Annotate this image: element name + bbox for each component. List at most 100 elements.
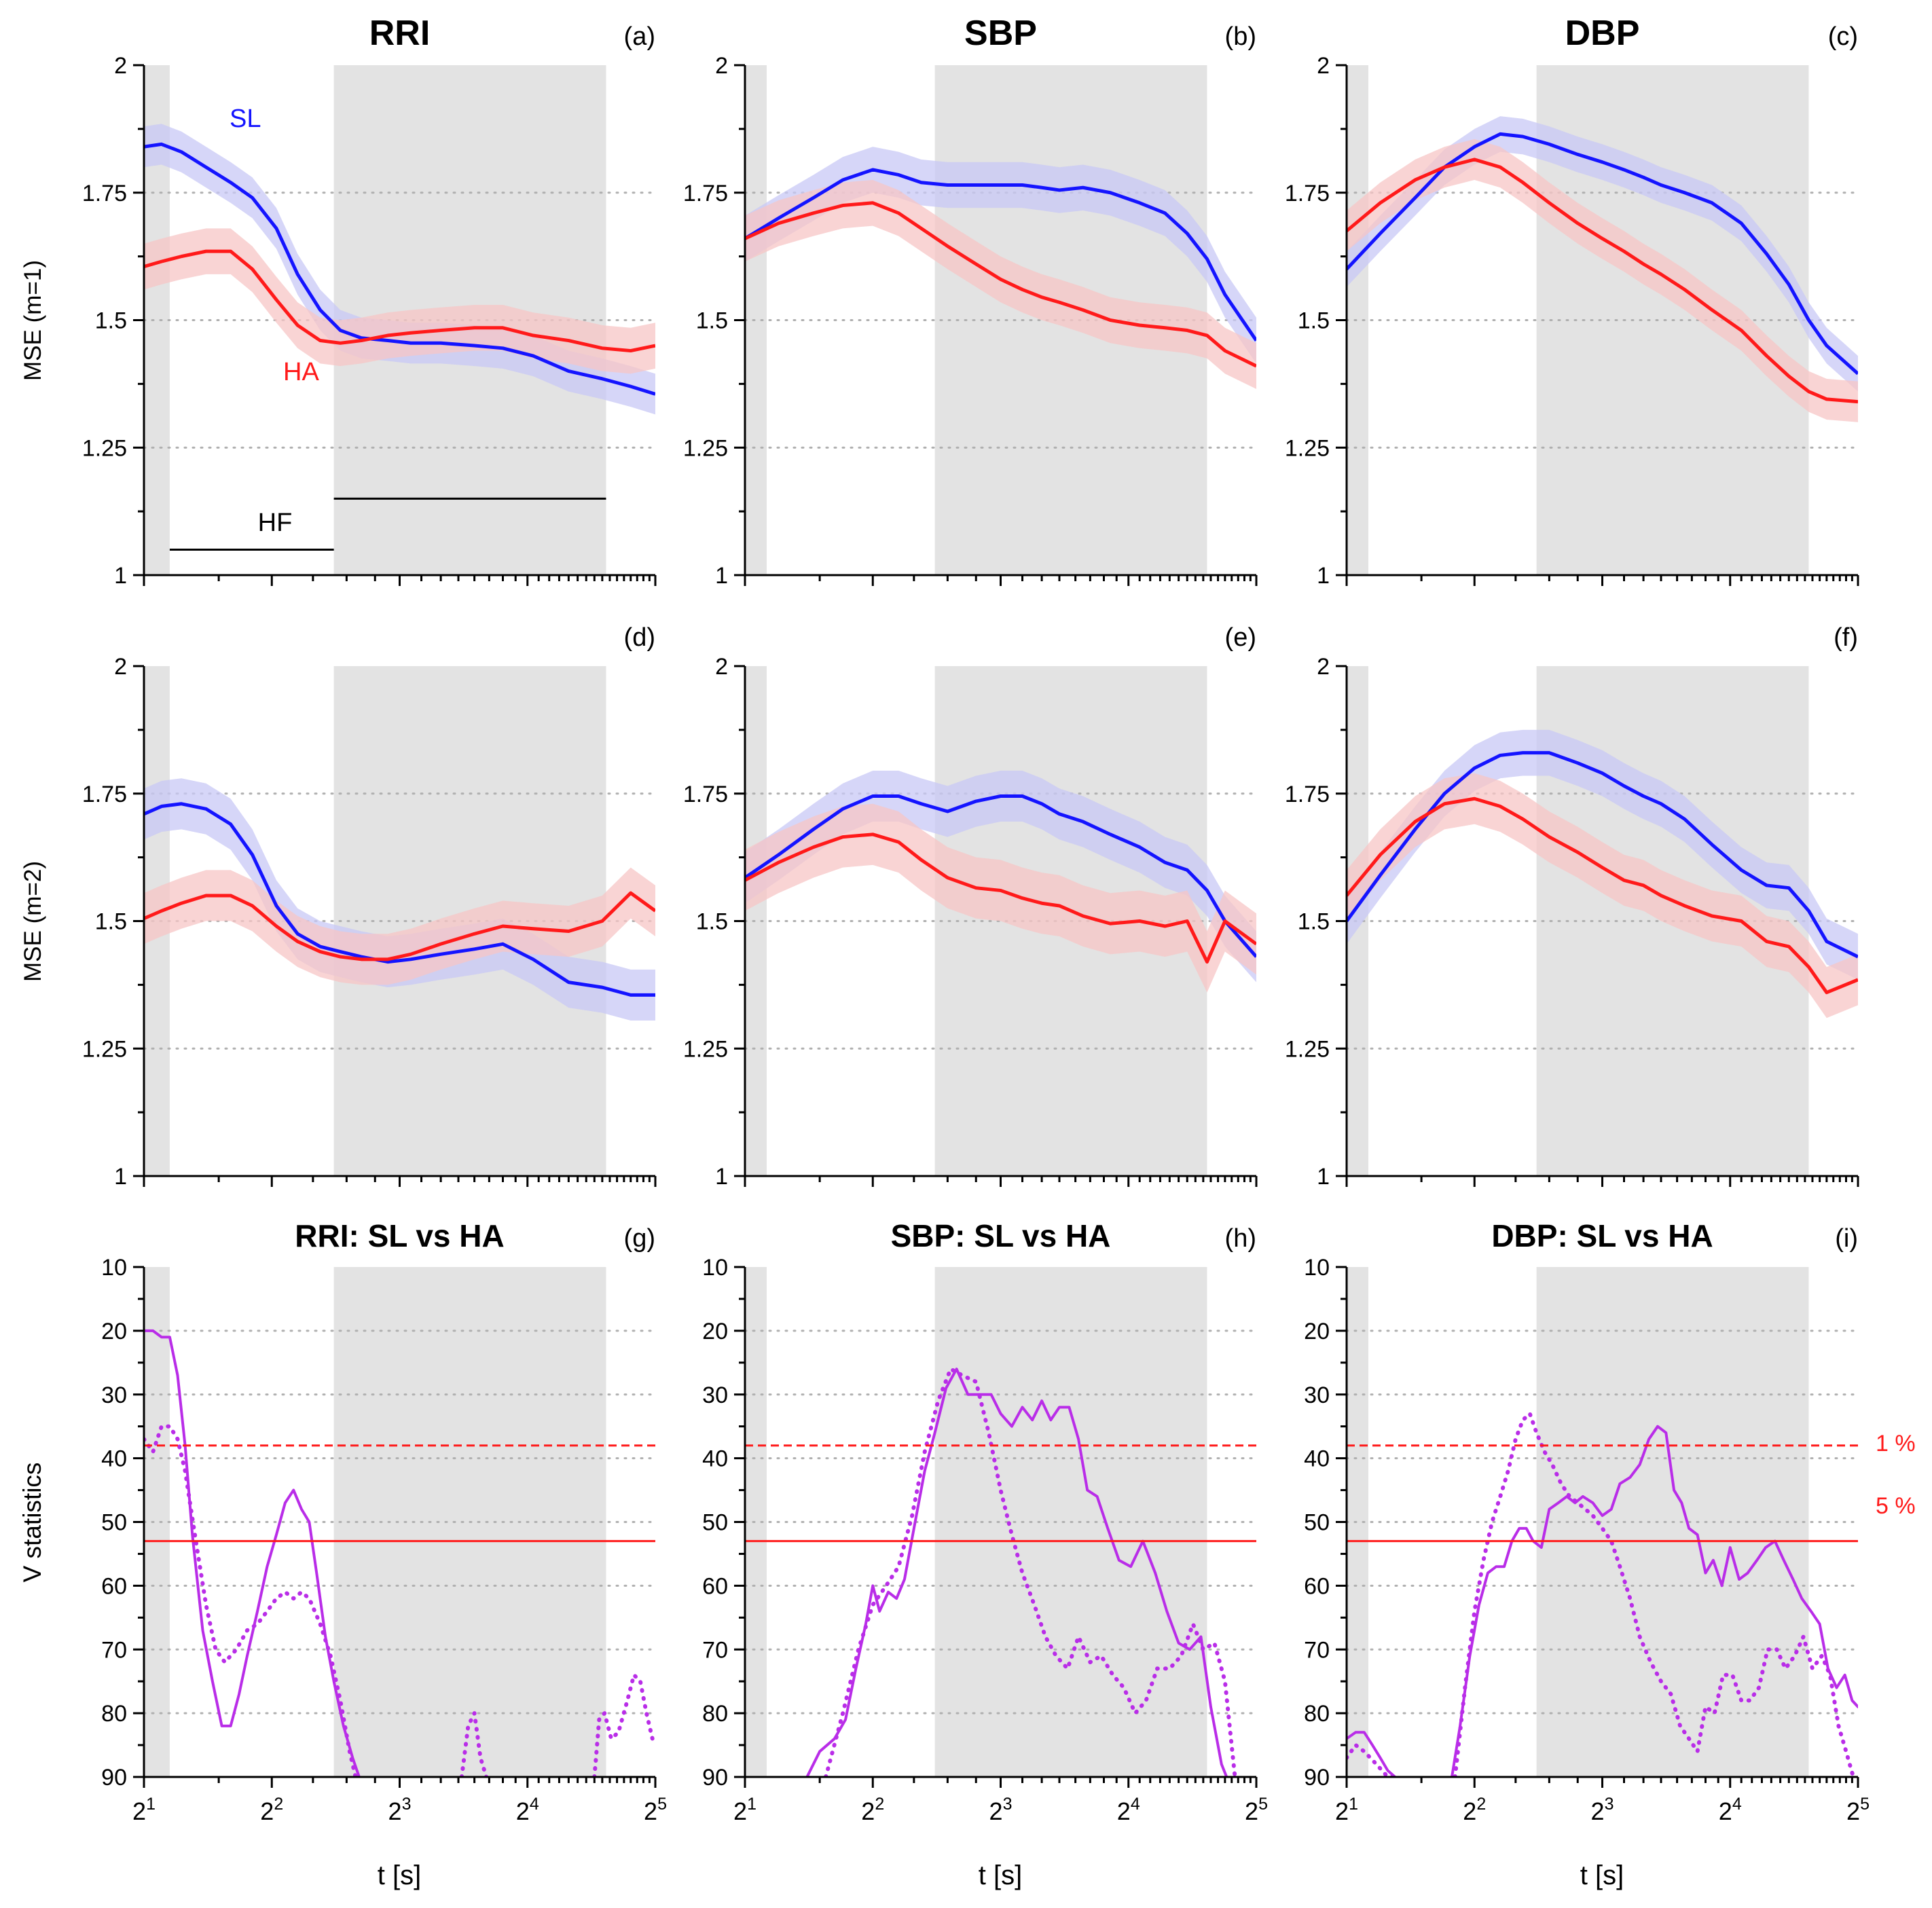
panel-tag-e: (e) <box>1225 623 1256 652</box>
panel-a: 1 1.25 1.5 1.75 2 RRI (a) <box>82 14 657 589</box>
y-tick-label-f-1: 1 <box>1317 1164 1330 1190</box>
y-tick-label-g-10: 10 <box>101 1255 127 1281</box>
shaded-region-g-0 <box>144 1267 170 1777</box>
ylabel-top: MSE (m=1) <box>20 260 46 381</box>
panel-d: 1 1.25 1.5 1.75 2 (d) <box>82 623 657 1190</box>
y-tick-label-c-1.75: 1.75 <box>1285 181 1330 206</box>
annotation-sl: SL <box>230 105 261 133</box>
confidence-band-ha-e <box>745 803 1256 993</box>
y-tick-label-b-1.25: 1.25 <box>683 435 728 461</box>
y-tick-label-i-30: 30 <box>1304 1382 1330 1408</box>
confidence-band-ha-b <box>745 179 1256 389</box>
y-tick-label-d-1.5: 1.5 <box>95 909 127 935</box>
line-ha-a <box>144 249 655 353</box>
y-tick-label-b-1: 1 <box>715 563 728 589</box>
confidence-band-sl-d <box>144 778 655 1021</box>
plot-area-e <box>745 770 1256 993</box>
line-sl-f <box>1347 751 1858 959</box>
x-tick-label-i-2: 22 <box>1463 1795 1486 1825</box>
panel-f: 1 1.25 1.5 1.75 2 (f) <box>1285 623 1859 1190</box>
annotation-hf: HF <box>258 509 293 537</box>
line-sl-a <box>144 142 655 396</box>
y-tick-label-d-1.25: 1.25 <box>82 1036 127 1062</box>
confidence-band-sl-f <box>1347 729 1858 980</box>
line-sl-d <box>144 802 655 997</box>
y-tick-label-f-1.75: 1.75 <box>1285 782 1330 807</box>
x-tick-label-g-4: 24 <box>516 1795 539 1825</box>
annotation-ha: HA <box>283 358 319 386</box>
y-tick-label-c-1.5: 1.5 <box>1298 308 1330 334</box>
y-tick-label-c-2: 2 <box>1317 53 1330 79</box>
y-tick-label-f-1.5: 1.5 <box>1298 909 1330 935</box>
confidence-band-sl-c <box>1347 116 1858 392</box>
line-ha-c <box>1347 158 1858 404</box>
xlabel-middle: t [s] <box>979 1860 1022 1890</box>
panel-tag-h: (h) <box>1225 1224 1256 1253</box>
y-tick-label-a-1.5: 1.5 <box>95 308 127 334</box>
x-tick-label-h-4: 24 <box>1117 1795 1140 1825</box>
xlabel-left: t [s] <box>378 1860 421 1890</box>
y-tick-label-f-2: 2 <box>1317 654 1330 680</box>
x-tick-label-h-5: 25 <box>1245 1795 1268 1825</box>
plot-area-d <box>144 778 655 1021</box>
panel-e: 1 1.25 1.5 1.75 2 (e) <box>683 623 1258 1190</box>
plot-area-h <box>805 1367 1237 1777</box>
x-tick-label-g-1: 21 <box>132 1795 156 1825</box>
panel-title-g: RRI: SL vs HA <box>295 1218 504 1253</box>
panel-b: 1 1.25 1.5 1.75 2 SBP (b) <box>683 14 1258 589</box>
y-tick-label-f-1.25: 1.25 <box>1285 1036 1330 1062</box>
y-tick-label-i-20: 20 <box>1304 1319 1330 1344</box>
ylabel-bottom: V statistics <box>18 1463 46 1583</box>
y-tick-label-d-2: 2 <box>114 654 127 680</box>
y-tick-label-i-60: 60 <box>1304 1573 1330 1599</box>
y-tick-label-h-40: 40 <box>702 1446 728 1472</box>
y-tick-label-e-1: 1 <box>715 1164 728 1190</box>
panel-tag-i: (i) <box>1835 1224 1858 1253</box>
confidence-band-sl-e <box>745 770 1256 983</box>
panel-title-a: RRI <box>369 14 431 53</box>
y-tick-label-g-60: 60 <box>101 1573 127 1599</box>
y-tick-label-c-1.25: 1.25 <box>1285 435 1330 461</box>
y-tick-label-i-90: 90 <box>1304 1765 1330 1791</box>
y-tick-label-i-50: 50 <box>1304 1510 1330 1536</box>
line-ha-e <box>745 832 1256 964</box>
y-tick-label-e-2: 2 <box>715 654 728 680</box>
line-sl-e <box>745 794 1256 958</box>
line-ha-b <box>745 201 1256 368</box>
xlabel-right: t [s] <box>1580 1860 1624 1890</box>
y-tick-label-g-40: 40 <box>101 1446 127 1472</box>
y-tick-label-i-10: 10 <box>1304 1255 1330 1281</box>
x-tick-label-i-4: 24 <box>1719 1795 1742 1825</box>
y-tick-label-g-20: 20 <box>101 1319 127 1344</box>
threshold-5pct-label: 5 % <box>1876 1493 1916 1519</box>
y-tick-label-h-20: 20 <box>702 1319 728 1344</box>
y-tick-label-e-1.25: 1.25 <box>683 1036 728 1062</box>
x-tick-label-i-3: 23 <box>1591 1795 1614 1825</box>
y-tick-label-a-2: 2 <box>114 53 127 79</box>
y-tick-label-i-40: 40 <box>1304 1446 1330 1472</box>
plot-area-a <box>144 124 655 415</box>
y-tick-label-c-1: 1 <box>1317 563 1330 589</box>
y-tick-label-h-30: 30 <box>702 1382 728 1408</box>
y-tick-label-g-70: 70 <box>101 1637 127 1663</box>
confidence-band-ha-c <box>1347 139 1858 422</box>
panel-title-c: DBP <box>1565 14 1640 53</box>
x-tick-label-h-1: 21 <box>733 1795 757 1825</box>
x-tick-label-g-2: 22 <box>260 1795 283 1825</box>
x-tick-label-h-3: 23 <box>989 1795 1013 1825</box>
y-tick-label-h-10: 10 <box>702 1255 728 1281</box>
y-tick-label-h-70: 70 <box>702 1637 728 1663</box>
y-tick-label-a-1.25: 1.25 <box>82 435 127 461</box>
y-tick-label-e-1.75: 1.75 <box>683 782 728 807</box>
vstat-m2-segment-g-2 <box>592 1672 655 1777</box>
y-tick-label-a-1.75: 1.75 <box>82 181 127 206</box>
panel-title-i: DBP: SL vs HA <box>1491 1218 1713 1253</box>
plot-area-c <box>1347 116 1858 422</box>
y-tick-label-d-1.75: 1.75 <box>82 782 127 807</box>
panel-tag-b: (b) <box>1225 22 1256 51</box>
